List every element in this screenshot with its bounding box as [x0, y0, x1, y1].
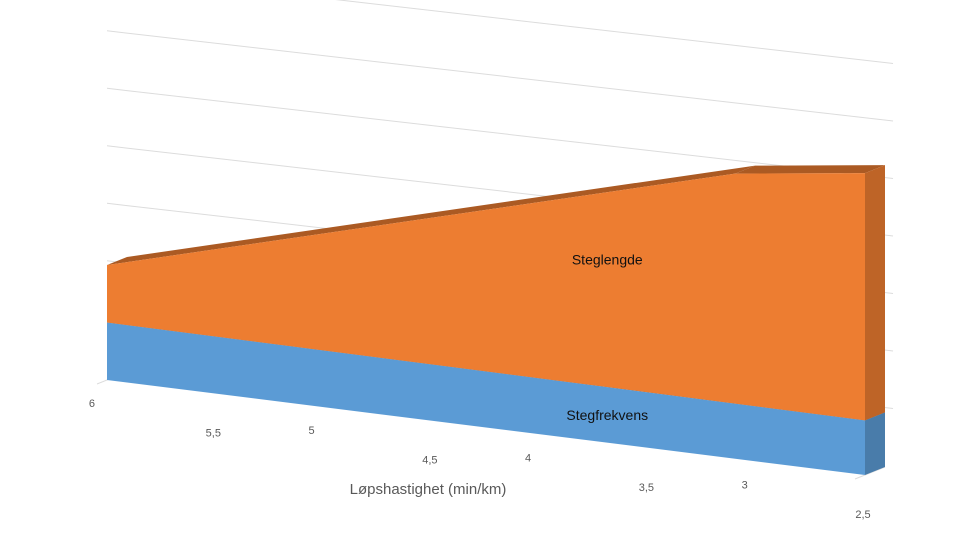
x-tick-label-2: 5: [309, 425, 315, 437]
series-stegfrekvens-front-face: [107, 322, 865, 475]
x-axis-ticks: 6 5,5 5 4,5 4 3,5 3 2,5: [89, 398, 871, 521]
series-stegfrekvens-side-face: [865, 412, 885, 475]
series-steglengde: Steglengde: [107, 165, 885, 421]
x-tick-label-5: 3,5: [639, 482, 654, 494]
gridline-6: [106, 30, 894, 122]
x-tick-label-7: 2,5: [855, 509, 870, 521]
x-axis-title: Løpshastighet (min/km): [350, 481, 507, 498]
plot-area: Stegfrekvens Steglengde: [107, 165, 885, 475]
x-tick-label-1: 5,5: [206, 428, 221, 440]
series-steglengde-front-face: [107, 173, 865, 421]
gridline-7: [335, 0, 894, 64]
series-steglengde-top-face-0: [107, 165, 756, 265]
x-tick-label-3: 4,5: [422, 455, 437, 467]
x-tick-label-0: 6: [89, 398, 95, 410]
x-tick-label-4: 4: [525, 452, 531, 464]
series-steglengde-top-face-1: [735, 165, 885, 174]
series-label-steglengde: Steglengde: [572, 252, 643, 268]
x-tick-label-6: 3: [742, 479, 748, 491]
gridline-5: [106, 87, 894, 179]
series-label-stegfrekvens: Stegfrekvens: [566, 407, 648, 423]
series-steglengde-side-face: [865, 165, 885, 421]
